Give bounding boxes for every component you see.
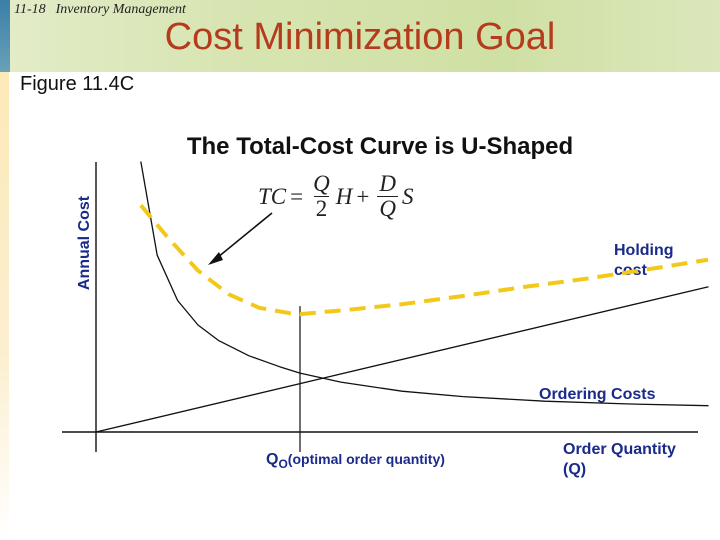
formula-term1-denominator: 2 [313,196,330,221]
total-cost-formula: TC = Q 2 H + D Q S [258,172,413,221]
course-name: Inventory Management [55,2,186,17]
q-optimal-label: QO(optimal order quantity) [266,449,445,474]
slide-title: Cost Minimization Goal [164,16,556,58]
x-axis-label: Order Quantity (Q) [563,440,676,480]
q-optimal-sub: O [278,457,288,471]
formula-pointer-arrowhead [208,252,223,265]
figure-caption: Figure 11.4C [20,73,135,95]
q-optimal-desc: (optimal order quantity) [287,451,445,467]
slide-number: 11-18 [14,2,46,17]
formula-fraction-q-over-2: Q 2 [311,172,332,221]
slide-meta: 11-18 Inventory Management [14,2,196,18]
formula-term1-numerator: Q [313,171,330,196]
formula-term2-multiplier: S [401,183,414,209]
series-line-holding-cost [95,286,709,433]
ordering-costs-label: Ordering Costs [539,386,656,403]
header-band [0,0,720,72]
formula-equals: = [290,183,304,209]
formula-plus: + [356,183,370,209]
header-accent-bar [0,0,10,72]
formula-term1-multiplier: H [335,183,353,209]
formula-term2-denominator: Q [377,196,398,221]
x-axis-label-line2: (Q) [563,461,587,478]
q-optimal-main: Q [266,451,279,468]
chart-title: The Total-Cost Curve is U-Shaped [186,133,574,160]
formula-lhs: TC [258,183,287,209]
side-strip [0,72,9,540]
holding-cost-label-line1: Holding [614,242,674,259]
formula-fraction-d-over-q: D Q [377,172,398,221]
formula-pointer-arrow [211,212,273,263]
series-line-total-cost [139,204,709,317]
series-line-ordering-costs [140,161,709,407]
x-axis-label-line1: Order Quantity [563,441,676,458]
formula-term2-numerator: D [379,171,396,196]
